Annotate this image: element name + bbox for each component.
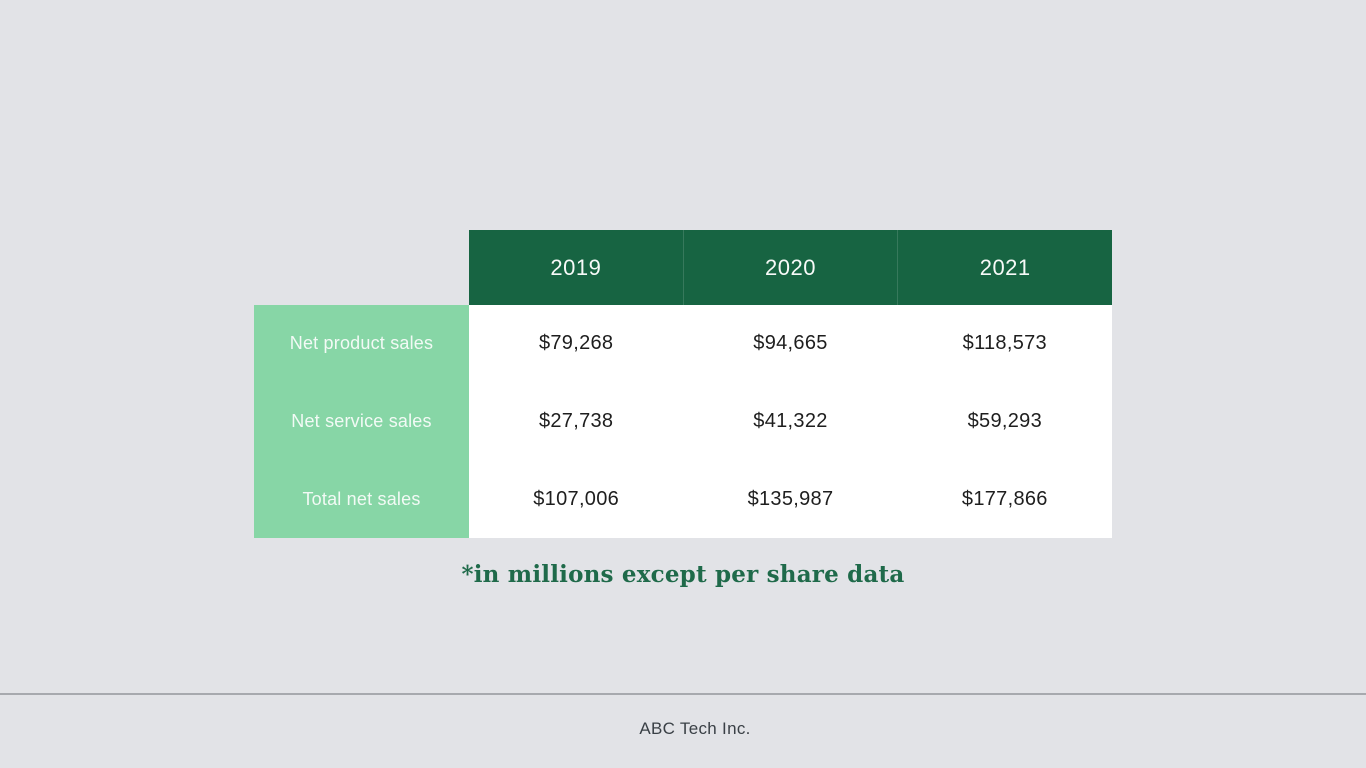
table-cell-service-2019: $27,738 bbox=[538, 409, 614, 432]
table-row-label-column: Net product sales Net service sales Tota… bbox=[254, 305, 469, 538]
footer-company-name: ABC Tech Inc. bbox=[639, 719, 751, 738]
table-cell-product-2019: $79,268 bbox=[538, 332, 614, 355]
year-header-2021: 2021 bbox=[897, 230, 1112, 305]
row-label-total-net-sales: Total net sales bbox=[302, 488, 421, 509]
row-label-net-product-sales: Net product sales bbox=[289, 333, 434, 354]
year-header-2020: 2020 bbox=[682, 230, 898, 305]
table-cell-total-2021: $177,866 bbox=[961, 487, 1048, 510]
table-cell-service-2021: $59,293 bbox=[967, 409, 1043, 432]
table-cell-product-2021: $118,573 bbox=[962, 332, 1047, 355]
table-values-grid: $79,268 $94,665 $118,573 $27,738 $41,322… bbox=[469, 305, 1112, 538]
table-year-header-row: 2019 2020 2021 bbox=[469, 230, 1112, 305]
table-cell-service-2020: $41,322 bbox=[753, 409, 828, 432]
table-cell-product-2020: $94,665 bbox=[753, 332, 828, 355]
table-cell-total-2020: $135,987 bbox=[747, 487, 834, 510]
row-label-net-service-sales: Net service sales bbox=[291, 411, 432, 431]
footnote-text: *in millions except per share data bbox=[461, 561, 905, 588]
year-header-2019: 2019 bbox=[550, 254, 602, 280]
table-cell-total-2019: $107,006 bbox=[533, 487, 620, 510]
footer-divider-line bbox=[0, 693, 1366, 695]
